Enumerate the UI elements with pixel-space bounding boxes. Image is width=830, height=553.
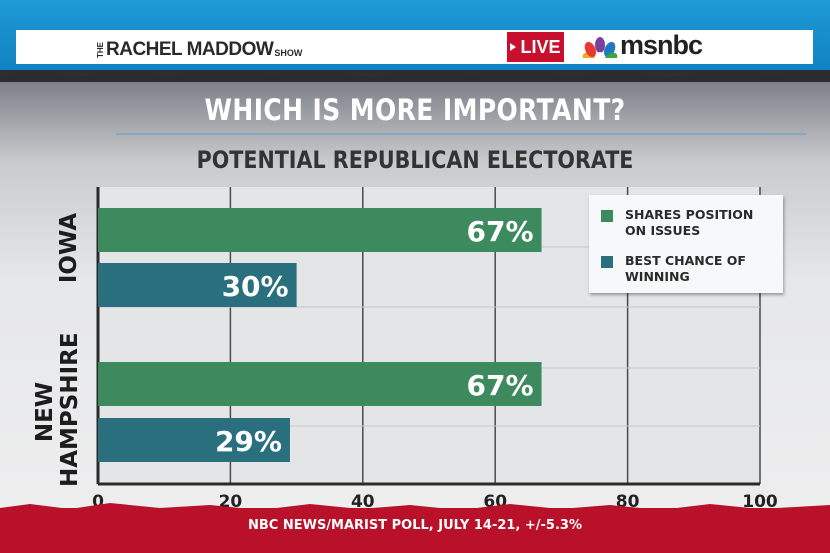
live-label: LIVE <box>520 36 561 57</box>
peacock-icon <box>582 37 618 58</box>
show-logo-suffix: SHOW <box>274 48 303 58</box>
live-badge: LIVE <box>507 32 564 62</box>
legend-swatch-shares-position <box>601 210 613 222</box>
bar <box>98 362 542 406</box>
show-header: THE RACHEL MADDOW SHOW LIVE msnbc <box>16 30 813 64</box>
title-divider <box>116 133 806 135</box>
category-label-new-hampshire: NEW HAMPSHIRE <box>32 332 83 487</box>
bar-value-label: 67% <box>467 369 534 402</box>
legend-item-shares-position: SHARES POSITION ON ISSUES <box>601 207 775 239</box>
x-tick-label: 100 <box>742 492 778 512</box>
category-label-iowa: IOWA <box>56 212 82 284</box>
legend-label-shares-position: SHARES POSITION ON ISSUES <box>625 207 754 238</box>
source-note: NBC NEWS/MARIST POLL, JULY 14-21, +/-5.3… <box>247 518 582 533</box>
network-logo: msnbc <box>620 30 703 60</box>
live-play-icon <box>510 43 517 51</box>
x-tick-label: 40 <box>351 492 375 512</box>
bar <box>98 418 290 462</box>
legend-item-best-chance: BEST CHANCE OF WINNING <box>601 253 775 285</box>
bar-value-label: 30% <box>222 270 289 303</box>
bar-value-label: 29% <box>215 425 282 458</box>
torn-edge-bottom-decoration <box>0 503 830 514</box>
show-logo: THE RACHEL MADDOW SHOW <box>96 35 302 61</box>
chart-legend: SHARES POSITION ON ISSUES BEST CHANCE OF… <box>589 195 783 293</box>
chart-title: WHICH IS MORE IMPORTANT? <box>204 93 626 127</box>
bar <box>98 263 297 307</box>
bar <box>98 208 542 252</box>
show-logo-name: RACHEL MADDOW <box>106 39 274 60</box>
chart-subtitle: POTENTIAL REPUBLICAN ELECTORATE <box>196 146 634 174</box>
bar-value-label: 67% <box>467 215 534 248</box>
legend-label-best-chance: BEST CHANCE OF WINNING <box>625 253 746 284</box>
footer-band <box>0 508 830 553</box>
legend-swatch-best-chance <box>601 256 613 268</box>
